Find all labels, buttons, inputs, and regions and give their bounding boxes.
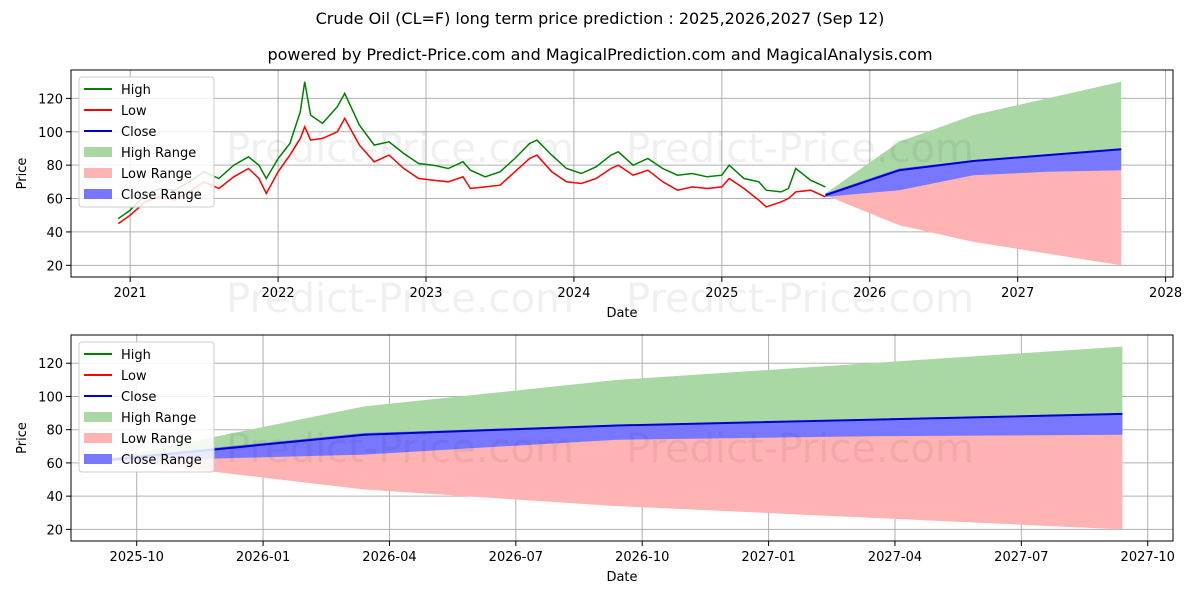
x-axis-label: Date <box>606 306 637 321</box>
chart-title: Crude Oil (CL=F) long term price predict… <box>315 9 885 28</box>
high-range-area <box>111 346 1123 460</box>
legend-label: Low Range <box>121 432 192 447</box>
y-tick-label: 40 <box>46 490 63 505</box>
y-tick-label: 80 <box>46 159 63 174</box>
legend-label: High <box>121 348 151 363</box>
watermark-text: Predict-Price.com <box>626 426 974 472</box>
watermark-text: Predict-Price.com <box>626 126 974 172</box>
legend-swatch <box>84 168 112 178</box>
legend-swatch <box>84 412 112 422</box>
x-tick-label: 2026-07 <box>489 550 543 565</box>
legend-swatch <box>84 454 112 464</box>
plot-frame <box>70 69 1174 278</box>
x-tick-label: 2023 <box>409 286 442 301</box>
legend-box <box>78 76 215 208</box>
y-tick-label: 40 <box>46 226 63 241</box>
high-line <box>117 81 826 220</box>
watermark-text: Predict-Price.com <box>226 276 574 322</box>
x-tick-label: 2025 <box>705 286 738 301</box>
plot-area <box>111 346 1123 530</box>
y-tick-label: 120 <box>38 357 63 372</box>
y-tick-label: 80 <box>46 424 63 439</box>
x-tick-label: 2027-01 <box>741 550 795 565</box>
watermark-text: Predict-Price.com <box>626 276 974 322</box>
y-tick-label: 100 <box>38 390 63 405</box>
y-tick-label: 20 <box>46 523 63 538</box>
x-tick-label: 2026-10 <box>615 550 669 565</box>
legend-label: Low <box>121 104 147 119</box>
x-tick-label: 2027-10 <box>1121 550 1175 565</box>
y-tick-label: 100 <box>38 126 63 141</box>
x-tick-label: 2028 <box>1149 286 1182 301</box>
legend-swatch <box>84 433 112 443</box>
legend-label: Close Range <box>121 188 202 203</box>
y-axis-label: Price <box>15 422 30 454</box>
close-line <box>111 412 1123 461</box>
y-tick-label: 20 <box>46 259 63 274</box>
close-range-area <box>111 413 1123 462</box>
x-tick-label: 2025-10 <box>110 550 164 565</box>
legend-label: High Range <box>121 411 196 426</box>
y-tick-label: 60 <box>46 457 63 472</box>
plot-area <box>117 81 1122 266</box>
chart-subtitle: powered by Predict-Price.com and Magical… <box>267 45 933 64</box>
legend-swatch <box>84 147 112 157</box>
legend-label: Close <box>121 390 156 405</box>
x-tick-label: 2026-01 <box>236 550 290 565</box>
close-range-area <box>825 149 1122 197</box>
y-tick-label: 120 <box>38 92 63 107</box>
x-tick-label: 2027-07 <box>994 550 1048 565</box>
legend-label: Close <box>121 125 156 140</box>
legend-label: High Range <box>121 146 196 161</box>
watermark-text: Predict-Price.com <box>226 126 574 172</box>
y-axis-label: Price <box>15 158 30 190</box>
legend-label: High <box>121 83 151 98</box>
legend: High Low Close High Range Low Range Close Ran… <box>78 76 215 208</box>
legend-label: Low Range <box>121 167 192 182</box>
legend-box <box>78 341 215 473</box>
x-tick-label: 2027 <box>1001 286 1034 301</box>
legend-label: Low <box>121 369 147 384</box>
legend-swatch <box>84 189 112 199</box>
y-tick-label: 60 <box>46 193 63 208</box>
watermark-text: Predict-Price.com <box>226 426 574 472</box>
x-tick-label: 2026 <box>853 286 886 301</box>
legend-label: Close Range <box>121 453 202 468</box>
x-tick-label: 2021 <box>114 286 147 301</box>
x-tick-label: 2024 <box>557 286 590 301</box>
high-range-area <box>825 81 1122 196</box>
chart-panel-2: 2025-10 2026-01 2026-04 2026-07 2026-10 2027-… <box>15 334 1175 585</box>
legend: High Low Close High Range Low Range Close Ran… <box>78 341 215 473</box>
x-tick-label: 2027-04 <box>868 550 922 565</box>
close-line <box>825 148 1122 197</box>
chart-panel-1: 2021 2022 2023 2024 2025 2026 2027 2028 20 40 60 80… <box>15 69 1182 321</box>
low-line <box>117 116 826 225</box>
x-tick-label: 2022 <box>262 286 295 301</box>
x-axis-label: Date <box>606 570 637 585</box>
plot-frame <box>70 334 1174 542</box>
x-tick-label: 2026-04 <box>362 550 416 565</box>
